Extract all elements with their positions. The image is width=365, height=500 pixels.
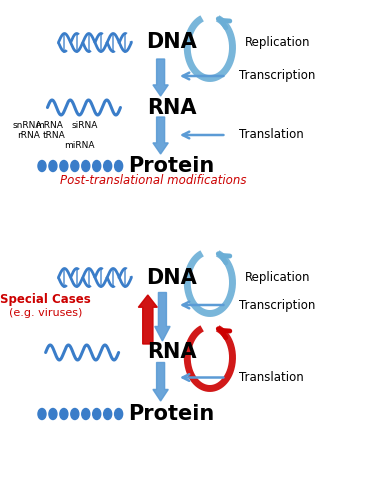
- Text: Special Cases: Special Cases: [0, 294, 91, 306]
- Circle shape: [60, 160, 68, 172]
- Circle shape: [93, 160, 101, 172]
- Text: Post-translational modifications: Post-translational modifications: [60, 174, 246, 188]
- Text: DNA: DNA: [146, 32, 197, 52]
- Text: Transcription: Transcription: [239, 70, 315, 82]
- Circle shape: [93, 408, 101, 420]
- Circle shape: [49, 408, 57, 420]
- FancyArrow shape: [153, 59, 168, 96]
- Text: mRNA: mRNA: [35, 120, 62, 130]
- Circle shape: [71, 160, 79, 172]
- Text: RNA: RNA: [147, 342, 196, 362]
- Text: Protein: Protein: [128, 404, 215, 424]
- Circle shape: [104, 408, 112, 420]
- Circle shape: [71, 408, 79, 420]
- FancyArrow shape: [153, 117, 168, 154]
- Text: Transcription: Transcription: [239, 298, 315, 312]
- Text: rRNA: rRNA: [17, 130, 40, 140]
- Text: Translation: Translation: [239, 371, 304, 384]
- Circle shape: [104, 160, 112, 172]
- Text: snRNA: snRNA: [13, 120, 42, 130]
- Text: miRNA: miRNA: [64, 140, 95, 149]
- Circle shape: [115, 160, 123, 172]
- Circle shape: [38, 160, 46, 172]
- Text: Protein: Protein: [128, 156, 215, 176]
- Text: tRNA: tRNA: [43, 130, 66, 140]
- Text: (e.g. viruses): (e.g. viruses): [9, 308, 82, 318]
- Circle shape: [82, 408, 90, 420]
- Text: Replication: Replication: [245, 271, 310, 284]
- Text: DNA: DNA: [146, 268, 197, 287]
- Circle shape: [115, 408, 123, 420]
- Circle shape: [82, 160, 90, 172]
- FancyArrow shape: [138, 295, 157, 344]
- Circle shape: [38, 408, 46, 420]
- Text: RNA: RNA: [147, 98, 196, 117]
- FancyArrow shape: [155, 292, 170, 341]
- Circle shape: [49, 160, 57, 172]
- Circle shape: [60, 408, 68, 420]
- Text: Translation: Translation: [239, 128, 304, 141]
- Text: Replication: Replication: [245, 36, 310, 49]
- FancyArrow shape: [153, 362, 168, 401]
- Text: siRNA: siRNA: [71, 120, 97, 130]
